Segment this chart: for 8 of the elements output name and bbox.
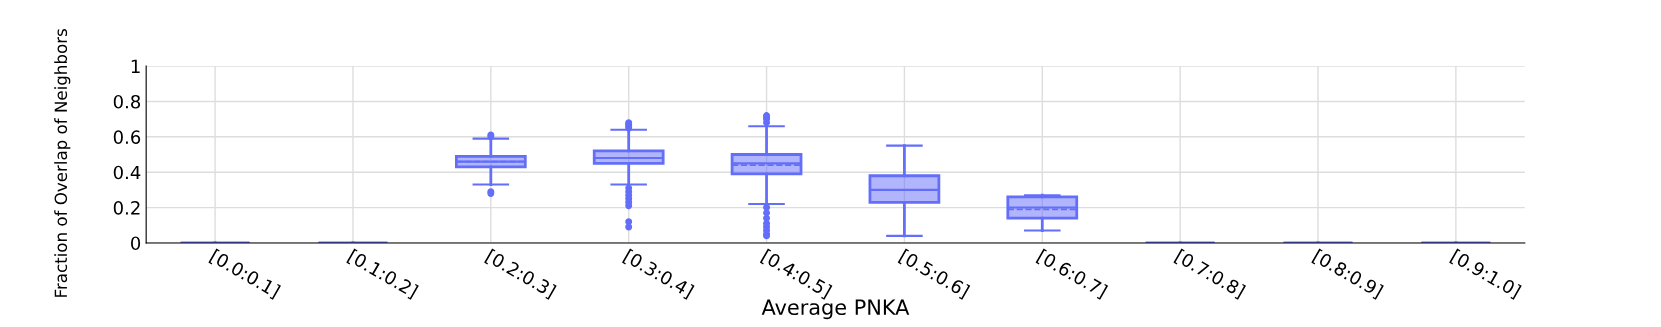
y-axis-title: Fraction of Overlap of Neighbors xyxy=(54,29,71,297)
y-tick-label: 0.2 xyxy=(113,201,140,215)
y-tick-label: 0.8 xyxy=(113,94,141,109)
y-tick-label: 0.6 xyxy=(113,130,141,144)
y-tick-label: 1 xyxy=(131,59,140,73)
y-tick-label: 0.4 xyxy=(113,165,141,180)
x-axis-title: Average PNKA xyxy=(761,299,910,320)
y-tick-label: 0 xyxy=(131,236,141,251)
